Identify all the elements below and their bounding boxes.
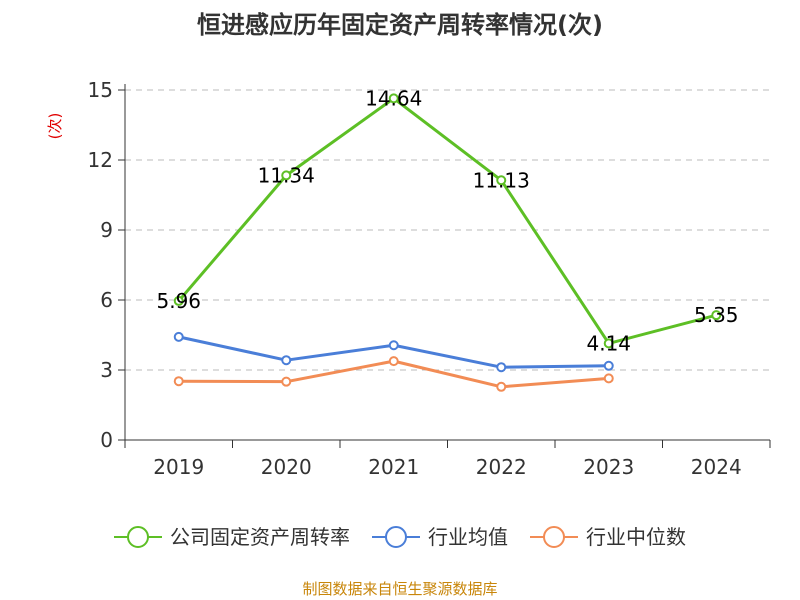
y-tick-label-0: 0 [100,428,113,452]
y-tick-label-6: 6 [100,288,113,312]
y-tick-label-9: 9 [100,218,113,242]
point-2-2019[interactable] [173,376,184,387]
series-2 [173,356,614,392]
series-lines [173,93,722,392]
point-0-2023[interactable] [603,338,614,349]
point-0-2019[interactable] [173,295,184,306]
data-labels: 5.96 11.34 14.64 11.13 4.14 5.35 [156,86,738,355]
legend-label-2: 行业中位数 [586,525,686,549]
point-2-2023[interactable] [603,373,614,384]
series-line-0 [177,96,718,345]
legend-label-1: 行业均值 [428,525,508,549]
data-label-0-2024: 5.35 [694,303,739,327]
axes: 0 3 6 9 12 15 2019 2020 2021 2022 2023 2024 [88,78,771,479]
data-label-0-2019: 5.96 [156,289,201,313]
legend-item-1[interactable]: 行业均值 [372,525,508,549]
point-0-2024[interactable] [711,310,722,321]
gridlines [125,89,770,371]
series-0 [173,93,722,349]
chart-title: 恒进感应历年固定资产周转率情况(次) [197,11,603,39]
data-label-0-2021: 14.64 [365,86,422,110]
point-2-2021[interactable] [388,356,399,367]
point-2-2022[interactable] [496,381,507,392]
x-tick-label-2019: 2019 [153,455,204,479]
data-label-0-2022: 11.13 [473,168,530,192]
point-1-2022[interactable] [496,362,507,373]
legend-marker-1 [385,526,407,548]
series-1 [173,331,614,373]
data-label-0-2023: 4.14 [586,331,631,355]
x-tick-label-2024: 2024 [691,455,742,479]
x-tick-label-2023: 2023 [583,455,634,479]
legend: 公司固定资产周转率 行业均值 行业中位数 [114,525,686,549]
x-tick-label-2021: 2021 [368,455,419,479]
point-1-2020[interactable] [281,355,292,366]
point-0-2021[interactable] [388,93,399,104]
x-tick-label-2022: 2022 [476,455,527,479]
point-0-2020[interactable] [281,170,292,181]
point-1-2019[interactable] [173,331,184,342]
y-axis-label: (次) [46,113,64,140]
x-tick-label-2020: 2020 [261,455,312,479]
y-tick-label-3: 3 [100,358,113,382]
point-1-2023[interactable] [603,360,614,371]
data-label-0-2020: 11.34 [258,163,315,187]
source-note: 制图数据来自恒生聚源数据库 [302,580,497,598]
legend-marker-2 [543,526,565,548]
point-0-2022[interactable] [496,175,507,186]
point-2-2020[interactable] [281,376,292,387]
point-1-2021[interactable] [388,340,399,351]
legend-item-2[interactable]: 行业中位数 [530,525,686,549]
y-tick-label-15: 15 [88,78,113,102]
legend-label-0: 公司固定资产周转率 [170,525,350,549]
legend-marker-0 [127,526,149,548]
y-tick-label-12: 12 [88,148,113,172]
legend-item-0[interactable]: 公司固定资产周转率 [114,525,350,549]
